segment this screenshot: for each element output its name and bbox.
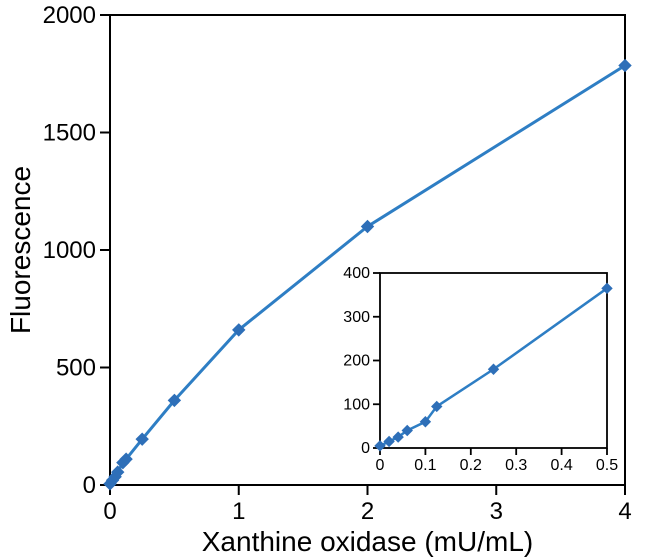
x-tick-label: 4 [618, 498, 631, 525]
inset-y-tick-label: 400 [343, 265, 370, 282]
x-tick-label: 3 [490, 498, 503, 525]
inset-y-tick-label: 0 [361, 440, 370, 457]
chart-svg: 01234 0500100015002000 Xanthine oxidase … [0, 0, 650, 559]
y-axis-label: Fluorescence [5, 166, 36, 334]
y-tick-label: 500 [56, 355, 96, 382]
y-tick-label: 2000 [43, 2, 96, 29]
inset-y-tick-label: 100 [343, 396, 370, 413]
y-tick-label: 1000 [43, 237, 96, 264]
x-tick-label: 1 [232, 498, 245, 525]
inset-x-tick-label: 0 [376, 457, 385, 474]
x-tick-label: 0 [103, 498, 116, 525]
inset-y-tick-label: 200 [343, 353, 370, 370]
inset-x-tick-label: 0.2 [460, 457, 482, 474]
y-tick-label: 1500 [43, 120, 96, 147]
y-tick-label: 0 [83, 472, 96, 499]
x-axis-label: Xanthine oxidase (mU/mL) [202, 526, 533, 557]
inset-chart: 0 0.1 0.2 0.3 0.4 0.5 0 100 200 300 400 [335, 265, 618, 478]
main-yticks: 0 500 1000 1500 2000 [43, 2, 110, 499]
inset-x-tick-label: 0.5 [596, 457, 618, 474]
main-xticks: 0 1 2 3 4 [103, 485, 631, 525]
inset-x-tick-label: 0.1 [414, 457, 436, 474]
x-tick-label: 2 [361, 498, 374, 525]
inset-y-tick-label: 300 [343, 309, 370, 326]
inset-x-tick-label: 0.4 [550, 457, 572, 474]
inset-x-tick-label: 0.3 [505, 457, 527, 474]
chart-container: 01234 0500100015002000 Xanthine oxidase … [0, 0, 650, 559]
